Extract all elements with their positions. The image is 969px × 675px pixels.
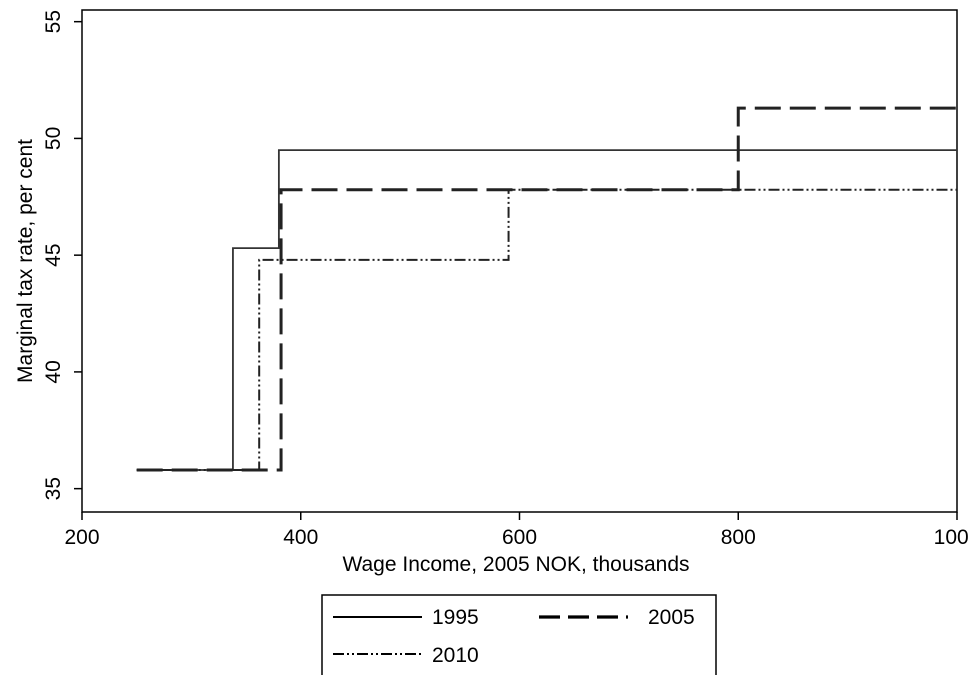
legend-label-2005: 2005 [648,606,695,629]
x-axis-label: Wage Income, 2005 NOK, thousands [342,553,689,576]
y-axis: 35 40 45 50 55 [42,10,82,500]
x-tick-label: 800 [721,526,756,549]
legend-label-1995: 1995 [432,606,479,629]
y-tick-label: 55 [42,10,65,33]
y-tick-label: 35 [42,477,65,500]
x-tick-label: 400 [283,526,318,549]
x-tick-label: 600 [502,526,537,549]
legend: 1995 2005 2010 [321,594,717,675]
legend-label-2010: 2010 [432,644,479,667]
x-tick-label: 1000 [934,526,969,549]
legend-box [321,594,717,675]
series-line-2010 [136,188,957,471]
x-tick-label: 200 [64,526,99,549]
y-tick-label: 45 [42,243,65,266]
y-tick-label: 50 [42,127,65,150]
y-tick-label: 40 [42,360,65,383]
data-lines [136,106,957,472]
x-axis: 200 400 600 800 1000 [64,512,969,549]
y-axis-label: Marginal tax rate, per cent [14,139,37,383]
